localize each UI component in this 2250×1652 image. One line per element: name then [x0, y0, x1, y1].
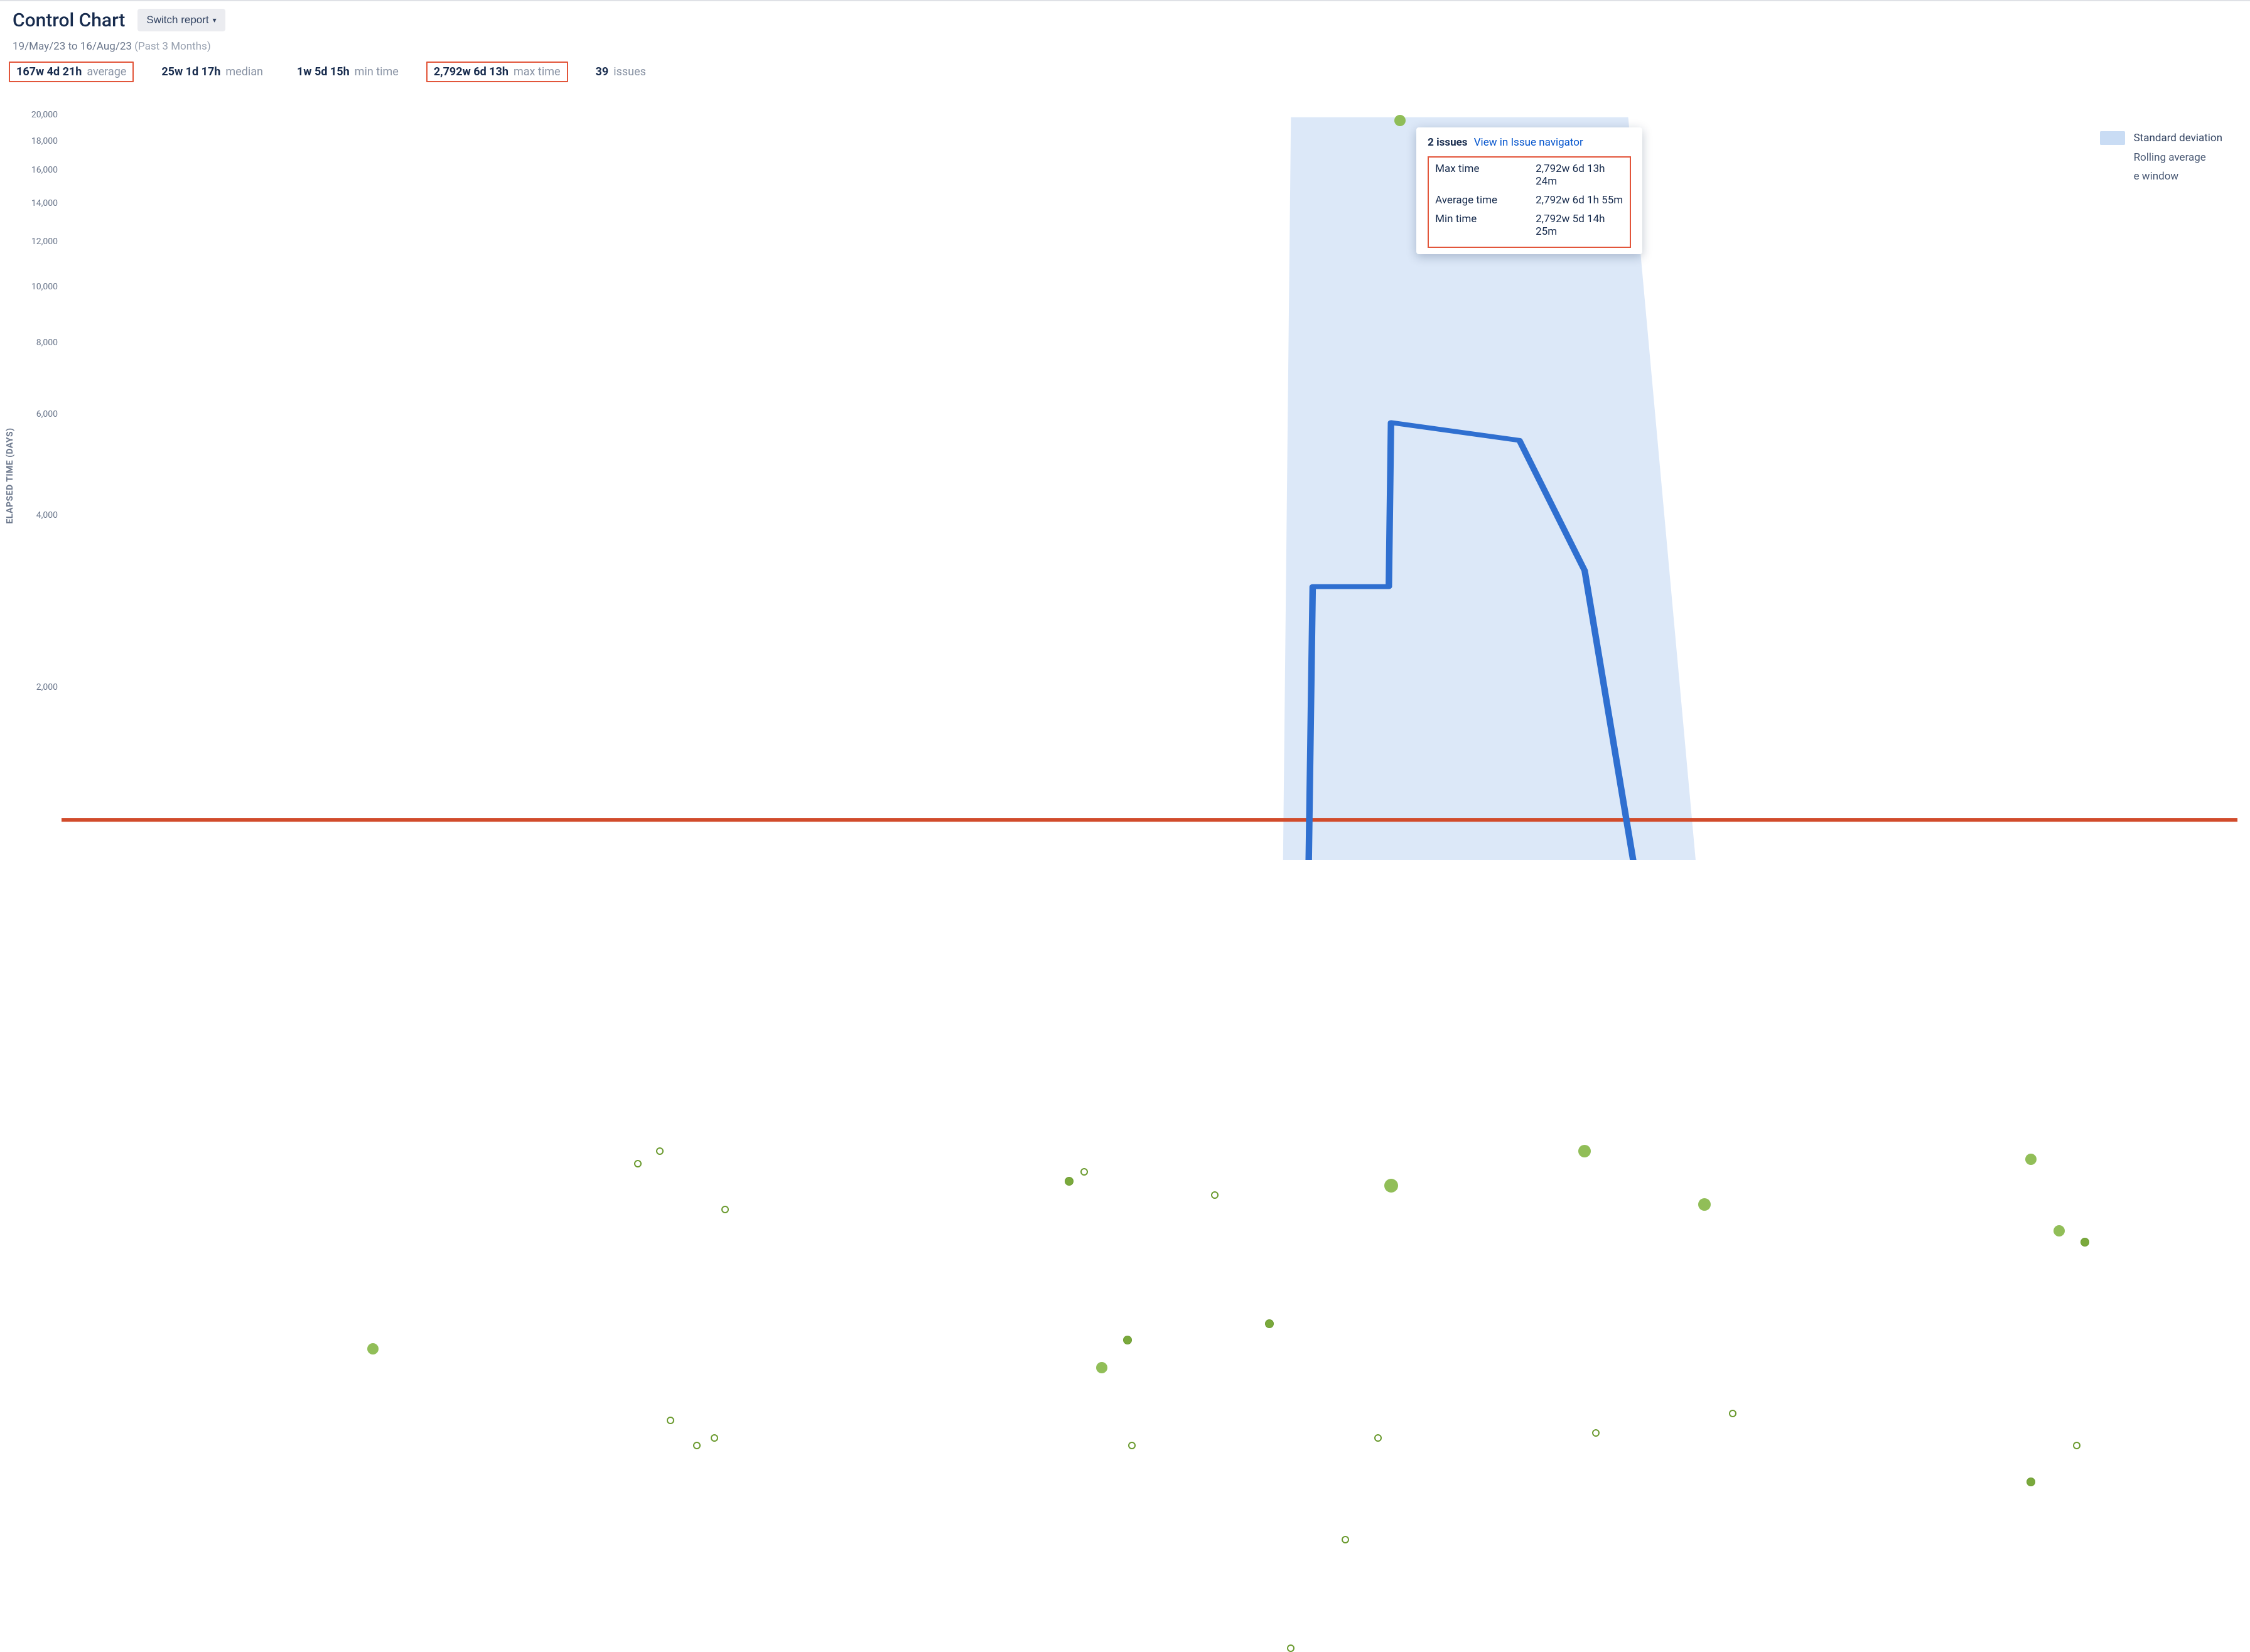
y-tick: 18,000 — [21, 136, 58, 146]
tooltip-row-key: Min time — [1435, 213, 1523, 238]
data-point[interactable] — [1123, 1336, 1132, 1344]
tooltip-row: Min time 2,792w 5d 14h 25m — [1435, 213, 1623, 238]
data-point[interactable] — [656, 1147, 664, 1155]
legend-label-window-fragment: e window — [2134, 170, 2179, 183]
rolling-average-line — [62, 422, 2237, 860]
tooltip-row-value: 2,792w 6d 13h 24m — [1536, 163, 1623, 188]
stat-max-time: 2,792w 6d 13h max time — [426, 62, 568, 82]
date-range-relative: (Past 3 Months) — [134, 40, 211, 53]
stat-label: median — [225, 65, 263, 78]
data-point[interactable] — [2080, 1238, 2089, 1247]
data-point[interactable] — [1374, 1434, 1382, 1442]
legend-label-rolling-fragment: Rolling average — [2134, 151, 2206, 164]
data-point[interactable] — [1080, 1168, 1088, 1176]
tooltip-row-key: Max time — [1435, 163, 1523, 188]
y-tick: 10,000 — [21, 282, 58, 292]
data-point[interactable] — [1265, 1319, 1274, 1328]
control-chart[interactable]: ELAPSED TIME (DAYS) 20,000 18,000 16,000 14… — [6, 91, 2237, 860]
stat-value: 2,792w 6d 13h — [434, 65, 509, 78]
data-point[interactable] — [1287, 1644, 1295, 1652]
y-tick: 16,000 — [21, 165, 58, 175]
data-point[interactable] — [2054, 1225, 2065, 1236]
legend-swatch-std — [2100, 131, 2125, 145]
tooltip-row-value: 2,792w 5d 14h 25m — [1536, 213, 1623, 238]
data-point[interactable] — [1698, 1198, 1711, 1211]
switch-report-label: Switch report — [146, 14, 208, 26]
stat-label: issues — [613, 65, 646, 78]
stat-average: 167w 4d 21h average — [9, 62, 134, 82]
data-point[interactable] — [1384, 1179, 1398, 1193]
y-tick: 14,000 — [21, 198, 58, 208]
data-point[interactable] — [1065, 1177, 1074, 1186]
tooltip-row: Average time 2,792w 6d 1h 55m — [1435, 194, 1623, 206]
data-point[interactable] — [634, 1160, 642, 1167]
std-dev-band — [62, 117, 2237, 860]
y-tick: 20,000 — [21, 110, 58, 120]
tooltip-row: Max time 2,792w 6d 13h 24m — [1435, 163, 1623, 188]
data-point[interactable] — [367, 1343, 379, 1354]
stats-row: 167w 4d 21h average 25w 1d 17h median 1w 5d … — [0, 59, 2250, 91]
data-point[interactable] — [667, 1417, 674, 1424]
tooltip-view-link[interactable]: View in Issue navigator — [1474, 136, 1583, 149]
y-tick: 2,000 — [21, 682, 58, 692]
data-point[interactable] — [1342, 1536, 1349, 1543]
data-point[interactable] — [2073, 1442, 2080, 1449]
switch-report-button[interactable]: Switch report ▾ — [137, 9, 225, 31]
data-point[interactable] — [721, 1206, 729, 1213]
data-point[interactable] — [1394, 115, 1406, 126]
data-point[interactable] — [693, 1442, 701, 1449]
date-range-absolute: 19/May/23 to 16/Aug/23 — [13, 40, 132, 53]
y-tick: 6,000 — [21, 409, 58, 419]
data-point[interactable] — [1592, 1429, 1600, 1437]
date-range: 19/May/23 to 16/Aug/23 (Past 3 Months) — [0, 39, 2250, 59]
data-point[interactable] — [1128, 1442, 1136, 1449]
stat-median: 25w 1d 17h median — [155, 63, 269, 81]
stat-min-time: 1w 5d 15h min time — [291, 63, 405, 81]
chart-legend: Standard deviation Rolling average e win… — [2100, 131, 2222, 183]
data-point[interactable] — [2025, 1154, 2037, 1165]
stat-label: min time — [355, 65, 399, 78]
y-axis-label: ELAPSED TIME (DAYS) — [5, 427, 15, 523]
stat-label: average — [87, 65, 126, 78]
chevron-down-icon: ▾ — [213, 16, 217, 24]
stat-label: max time — [514, 65, 561, 78]
chart-tooltip: 2 issues View in Issue navigator Max tim… — [1416, 127, 1642, 254]
stat-value: 167w 4d 21h — [16, 65, 82, 78]
stat-issues: 39 issues — [589, 63, 652, 81]
data-point[interactable] — [1578, 1145, 1591, 1157]
stat-value: 39 — [596, 65, 609, 78]
page-title: Control Chart — [13, 9, 125, 31]
tooltip-issue-count: 2 issues — [1428, 136, 1467, 149]
tooltip-row-value: 2,792w 6d 1h 55m — [1536, 194, 1623, 206]
legend-label-std: Standard deviation — [2134, 132, 2222, 144]
y-tick: 4,000 — [21, 510, 58, 520]
data-point[interactable] — [2027, 1478, 2035, 1486]
data-point[interactable] — [1729, 1410, 1736, 1417]
data-point[interactable] — [711, 1434, 718, 1442]
data-point[interactable] — [1096, 1362, 1107, 1373]
data-point[interactable] — [1211, 1191, 1219, 1199]
stat-value: 25w 1d 17h — [161, 65, 220, 78]
tooltip-row-key: Average time — [1435, 194, 1523, 206]
y-tick: 8,000 — [21, 338, 58, 348]
y-tick: 12,000 — [21, 237, 58, 247]
stat-value: 1w 5d 15h — [297, 65, 350, 78]
